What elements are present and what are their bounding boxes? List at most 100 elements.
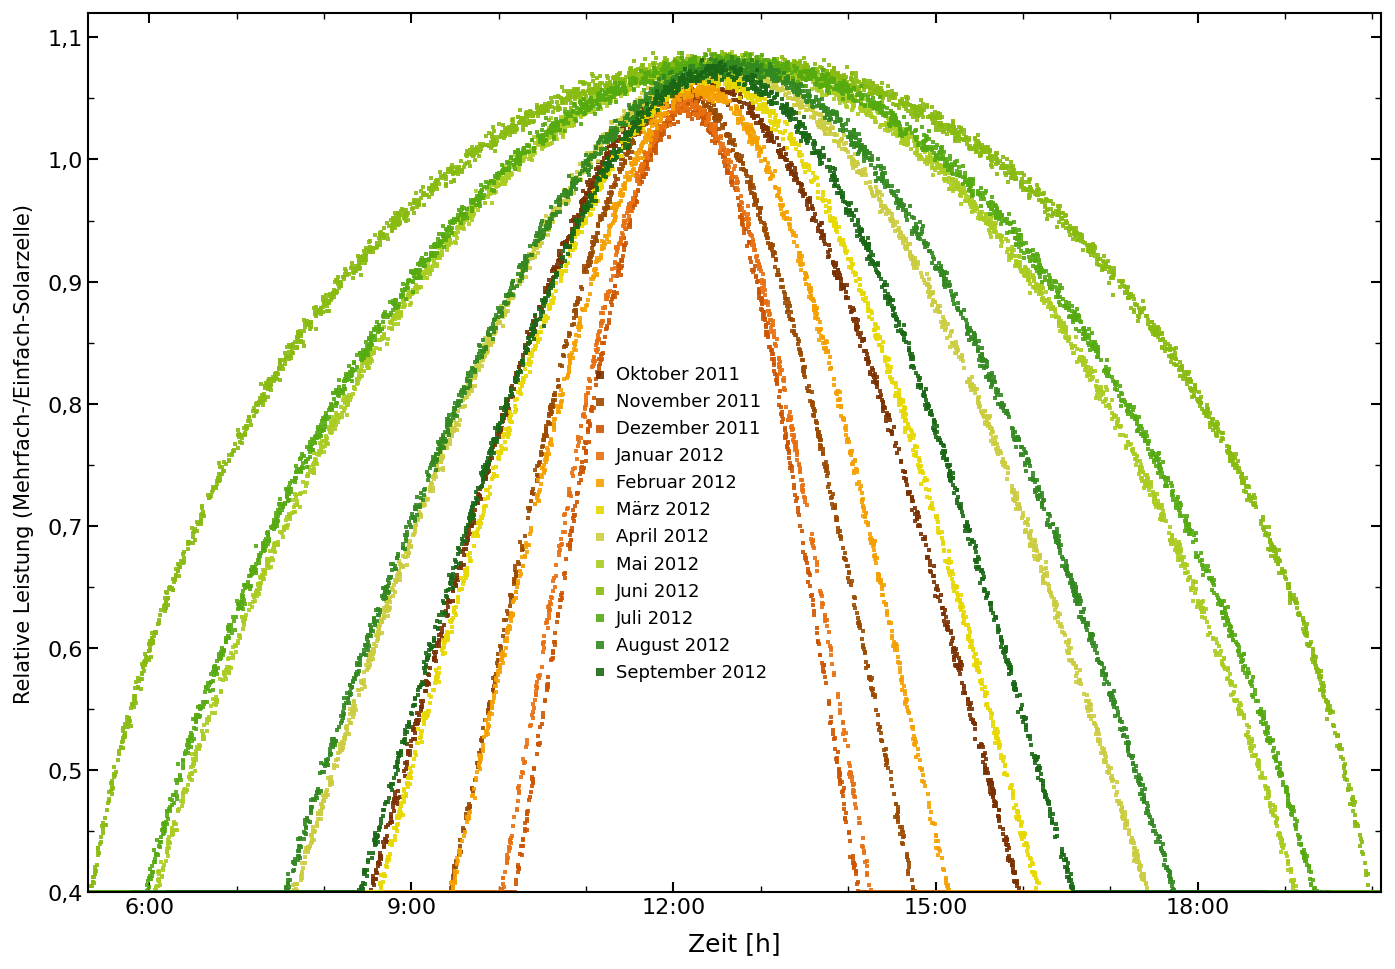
August 2012 [531,231,554,246]
Juni 2012 [891,92,914,108]
Juli 2012 [575,106,597,121]
September 2012 [696,59,718,75]
Mai 2012 [1159,519,1182,535]
Dezember 2011 [914,885,936,900]
November 2011 [625,126,647,141]
Oktober 2011 [755,120,777,136]
Juli 2012 [438,229,460,244]
Mai 2012 [1295,885,1317,900]
Dezember 2011 [374,885,396,900]
August 2012 [635,96,657,111]
Juli 2012 [266,509,289,524]
August 2012 [741,60,763,76]
Juni 2012 [841,66,864,81]
Juni 2012 [664,61,686,77]
November 2011 [776,305,798,321]
Oktober 2011 [477,460,499,476]
Dezember 2011 [766,368,788,384]
März 2012 [448,582,470,598]
April 2012 [498,290,520,305]
Januar 2012 [644,127,667,142]
Oktober 2011 [950,667,972,682]
April 2012 [272,885,294,900]
Juni 2012 [640,64,663,79]
September 2012 [585,178,607,194]
April 2012 [181,885,204,900]
August 2012 [160,885,183,900]
September 2012 [661,83,684,99]
Januar 2012 [573,402,596,418]
Oktober 2011 [318,885,340,900]
Mai 2012 [1060,337,1083,353]
Oktober 2011 [643,87,665,103]
Juli 2012 [1362,885,1384,900]
Dezember 2011 [543,645,565,661]
März 2012 [331,885,353,900]
Juli 2012 [889,128,911,143]
Mai 2012 [113,885,135,900]
Juni 2012 [134,658,156,673]
April 2012 [1198,885,1221,900]
September 2012 [711,65,734,80]
Mai 2012 [391,308,413,324]
April 2012 [437,441,459,456]
März 2012 [857,302,879,318]
Juni 2012 [1000,167,1023,182]
Januar 2012 [633,146,656,162]
März 2012 [550,273,572,289]
Dezember 2011 [967,885,989,900]
Mai 2012 [138,885,160,900]
Juli 2012 [239,569,261,584]
September 2012 [621,124,643,140]
Oktober 2011 [354,885,377,900]
Februar 2012 [545,399,568,415]
August 2012 [1189,885,1211,900]
März 2012 [562,237,585,253]
Juli 2012 [1251,717,1274,733]
Januar 2012 [416,885,438,900]
August 2012 [527,229,550,244]
November 2011 [706,109,728,125]
März 2012 [1138,885,1161,900]
Juni 2012 [1024,185,1046,201]
März 2012 [678,69,700,84]
April 2012 [428,455,451,471]
Juli 2012 [598,84,621,100]
Februar 2012 [294,885,317,900]
Oktober 2011 [1202,885,1225,900]
März 2012 [981,706,1003,722]
April 2012 [372,603,395,618]
September 2012 [946,484,968,499]
August 2012 [1317,885,1339,900]
März 2012 [580,196,603,211]
Februar 2012 [1113,885,1136,900]
März 2012 [943,578,965,594]
Juni 2012 [403,205,425,221]
September 2012 [276,885,299,900]
November 2011 [1041,885,1063,900]
November 2011 [972,885,995,900]
April 2012 [753,76,776,91]
August 2012 [831,118,854,134]
April 2012 [527,230,550,245]
November 2011 [240,885,262,900]
August 2012 [695,59,717,75]
August 2012 [1278,885,1300,900]
November 2011 [312,885,335,900]
Dezember 2011 [1021,885,1043,900]
Juni 2012 [985,146,1007,162]
Februar 2012 [499,606,522,621]
Dezember 2011 [1045,885,1067,900]
September 2012 [526,313,548,328]
Mai 2012 [1313,885,1335,900]
April 2012 [745,75,767,90]
November 2011 [372,885,395,900]
April 2012 [672,66,695,81]
März 2012 [446,589,469,605]
Juni 2012 [1113,279,1136,295]
Juli 2012 [579,93,601,109]
November 2011 [975,885,997,900]
November 2011 [611,159,633,174]
November 2011 [770,273,792,289]
Dezember 2011 [451,885,473,900]
